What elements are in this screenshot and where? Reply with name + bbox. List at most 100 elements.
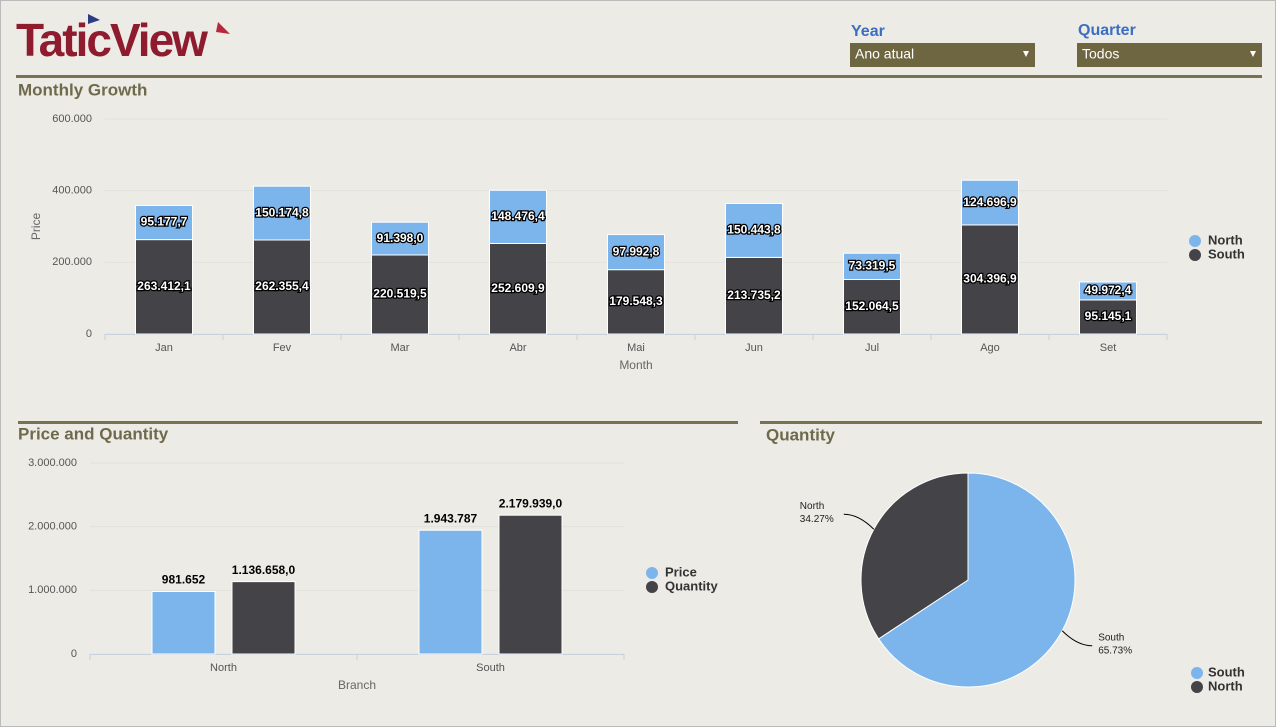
legend-swatch (1189, 235, 1201, 247)
bar-segment (843, 252, 901, 281)
data-label: 152.064,5 (845, 299, 899, 313)
data-label: 124.696,9 (963, 195, 1017, 209)
x-tick-label: Jan (155, 342, 173, 354)
section-title: Monthly Growth (18, 80, 147, 99)
slice-value: 65.73% (1098, 645, 1132, 656)
data-label: 981.652 (162, 573, 206, 587)
bar (231, 581, 296, 655)
bar-segment (253, 239, 311, 335)
x-tick-label: Mar (391, 342, 410, 354)
data-label: 91.398,0 (377, 231, 424, 245)
x-tick-label: Fev (273, 342, 292, 354)
y-tick-label: 200.000 (52, 256, 92, 268)
section-title: Quantity (766, 425, 835, 444)
bar-segment (371, 254, 429, 335)
bar-segment (489, 189, 547, 244)
y-tick-label: 0 (86, 328, 92, 340)
x-tick-label: Set (1100, 342, 1117, 354)
legend-swatch (1191, 681, 1203, 693)
data-label: 304.396,9 (963, 272, 1017, 286)
leader-line (1061, 630, 1093, 647)
dropdown[interactable] (850, 43, 1035, 67)
y-axis-title: Price (29, 213, 43, 241)
legend-swatch (646, 567, 658, 579)
rule (18, 421, 738, 424)
bar-segment (489, 242, 547, 335)
legend-swatch (646, 581, 658, 593)
data-label: 1.136.658,0 (232, 563, 296, 577)
bar-segment (843, 279, 901, 335)
y-tick-label: 0 (71, 648, 77, 660)
data-label: 150.443,8 (727, 223, 781, 237)
logo-mark (88, 14, 100, 24)
x-tick-label: Jun (745, 342, 763, 354)
data-label: 213.735,2 (727, 288, 781, 302)
y-tick-label: 1.000.000 (28, 584, 77, 596)
data-label: 150.174,8 (255, 205, 309, 219)
x-axis-title: Branch (338, 678, 376, 692)
bar-segment (1079, 281, 1137, 301)
bar-segment (725, 203, 783, 258)
bar-segment (253, 185, 311, 241)
bar-segment (135, 239, 193, 335)
x-axis-title: Month (619, 358, 652, 372)
logo: TaticView (16, 14, 208, 66)
legend-label: South (1208, 246, 1245, 261)
legend-swatch (1189, 249, 1201, 261)
data-label: 2.179.939,0 (499, 496, 563, 510)
pie-slice (860, 472, 969, 640)
legend-swatch (1191, 667, 1203, 679)
data-label: 263.412,1 (137, 279, 191, 293)
data-label: 97.992,8 (613, 244, 660, 258)
data-label: 95.177,7 (141, 215, 188, 229)
bar-segment (371, 221, 429, 256)
x-tick-label: Ago (980, 342, 1000, 354)
bar (151, 591, 216, 655)
logo-mark (216, 22, 230, 34)
filter-label: Quarter (1078, 22, 1136, 39)
data-label: 73.319,5 (849, 259, 896, 273)
x-tick-label: Mai (627, 342, 645, 354)
slice-label: South (1098, 632, 1124, 643)
x-tick-label: Abr (509, 342, 526, 354)
dropdown-value: Todos (1082, 46, 1119, 62)
legend-label: Quantity (665, 578, 718, 593)
bar-segment (725, 256, 783, 335)
bar-segment (607, 234, 665, 271)
dropdown-value: Ano atual (855, 46, 914, 62)
dropdown-arrow (1023, 51, 1029, 57)
leader-line (843, 513, 875, 530)
data-label: 148.476,4 (491, 209, 545, 223)
data-label: 179.548,3 (609, 294, 663, 308)
slice-label: North (800, 501, 824, 512)
dropdown[interactable] (1077, 43, 1262, 67)
legend-label: Price (665, 564, 697, 579)
filter-label: Year (851, 23, 885, 40)
bar (498, 514, 563, 655)
bar-segment (961, 224, 1019, 335)
data-label: 220.519,5 (373, 287, 427, 301)
legend-label: South (1208, 664, 1245, 679)
data-label: 95.145,1 (1085, 309, 1132, 323)
bar-segment (961, 179, 1019, 226)
slice-value: 34.27% (800, 514, 834, 525)
y-tick-label: 2.000.000 (28, 521, 77, 533)
data-label: 1.943.787 (424, 511, 478, 525)
x-tick-label: Jul (865, 342, 879, 354)
section-title: Price and Quantity (18, 424, 169, 443)
data-label: 252.609,9 (491, 281, 545, 295)
rule (760, 421, 1262, 424)
x-tick-label: North (210, 662, 237, 674)
bar-segment (607, 269, 665, 335)
legend-label: North (1208, 232, 1243, 247)
bar (418, 529, 483, 655)
rule (16, 75, 1262, 78)
x-tick-label: South (476, 662, 505, 674)
y-tick-label: 600.000 (52, 113, 92, 125)
y-tick-label: 3.000.000 (28, 457, 77, 469)
bar-segment (135, 205, 193, 241)
data-label: 262.355,4 (255, 279, 309, 293)
data-label: 49.972,4 (1085, 283, 1132, 297)
legend-label: North (1208, 678, 1243, 693)
